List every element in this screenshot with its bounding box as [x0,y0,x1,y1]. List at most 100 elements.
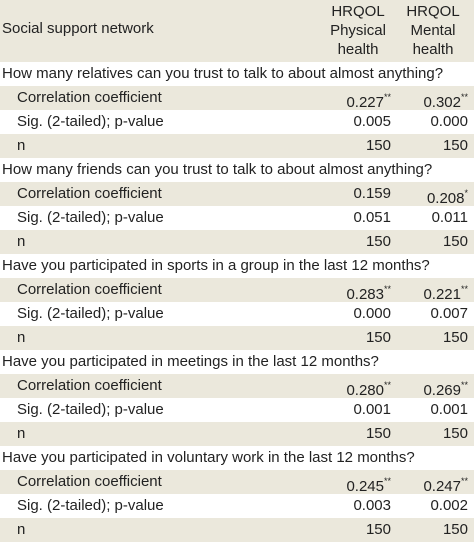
question: How many friends can you trust to talk t… [2,161,433,178]
row-label: Sig. (2-tailed); p-value [17,209,164,226]
significance-mark: * [464,188,468,198]
cell-value: 0.007 [430,305,468,322]
data-row: n 150 150 [0,326,474,350]
cell-value: 150 [442,329,468,346]
cell: 0.001 [353,398,391,422]
cell: 150 [443,422,468,446]
data-row: n 150 150 [0,230,474,254]
data-row: Sig. (2-tailed); p-value 0.001 0.001 [0,398,474,422]
significance-mark: ** [460,476,468,486]
section-row: How many friends can you trust to talk t… [0,158,474,182]
header-label: Social support network [2,20,154,37]
cell: 0.051 [353,206,391,230]
section-row: Have you participated in sports in a gro… [0,254,474,278]
row-label: n [17,233,26,250]
cell: 150 [443,518,468,542]
row-label: Correlation coefficient [17,89,162,106]
cell-value: 150 [442,233,468,250]
cell: 0.302** [423,86,468,115]
cell-value: 0.011 [431,209,468,226]
cell: 0.000 [353,302,391,326]
cell-value: 150 [442,137,468,154]
column-header: HRQOL [406,3,460,20]
row-label: Correlation coefficient [17,473,162,490]
cell: 0.002 [430,494,468,518]
cell-value: 0.051 [353,209,391,226]
column-header: health [337,41,379,58]
cell: 150 [443,326,468,350]
cell-value: 0.283 [346,286,384,303]
cell-value: 0.245 [346,478,384,495]
significance-mark: ** [460,92,468,102]
cell-value: 150 [442,425,468,442]
cell-value: 0.159 [353,185,391,202]
column-header: Mental [410,22,456,39]
cell-value: 150 [365,233,391,250]
data-row: Sig. (2-tailed); p-value 0.005 0.000 [0,110,474,134]
significance-mark: ** [383,284,391,294]
cell: 150 [366,422,391,446]
column-header: Physical [330,22,386,39]
cell-value: 0.221 [423,286,461,303]
cell: 0.159 [353,182,391,206]
data-row: Correlation coefficient 0.283** 0.221** [0,278,474,303]
cell: 0.269** [423,374,468,403]
cell-value: 0.247 [423,478,461,495]
cell-value: 0.005 [353,113,391,130]
cell-value: 0.227 [346,94,384,111]
cell: 150 [443,134,468,158]
cell: 0.005 [353,110,391,134]
cell: 0.003 [353,494,391,518]
cell-value: 0.002 [430,497,468,514]
row-label: n [17,521,26,538]
cell: 150 [366,518,391,542]
cell-value: 150 [365,329,391,346]
row-label: n [17,137,26,154]
cell: 0.280** [346,374,391,403]
question: Have you participated in sports in a gro… [2,257,430,274]
question: Have you participated in meetings in the… [2,353,379,370]
cell: 0.011 [432,206,468,230]
data-row: Correlation coefficient 0.280** 0.269** [0,374,474,399]
row-label: Correlation coefficient [17,281,162,298]
row-label: Sig. (2-tailed); p-value [17,401,164,418]
cell: 0.221** [423,278,468,307]
data-row: Sig. (2-tailed); p-value 0.003 0.002 [0,494,474,518]
column-header: health [412,41,454,58]
row-label: Sig. (2-tailed); p-value [17,497,164,514]
cell-value: 0.280 [346,382,384,399]
cell-value: 0.001 [430,401,468,418]
data-row: Sig. (2-tailed); p-value 0.000 0.007 [0,302,474,326]
cell: 150 [366,134,391,158]
significance-mark: ** [460,380,468,390]
significance-mark: ** [383,92,391,102]
data-row: Sig. (2-tailed); p-value 0.051 0.011 [0,206,474,230]
cell-value: 0.208 [426,190,465,207]
data-row: n 150 150 [0,422,474,446]
cell: 0.245** [346,470,391,499]
data-row: Correlation coefficient 0.159 0.208* [0,182,474,207]
cell: 0.247** [423,470,468,499]
significance-mark: ** [383,476,391,486]
section-row: Have you participated in meetings in the… [0,350,474,374]
cell: 150 [443,230,468,254]
data-row: n 150 150 [0,518,474,542]
header: Social support network HRQOL Physical heal… [0,0,474,62]
significance-mark: ** [383,380,391,390]
question: Have you participated in voluntary work … [2,449,415,466]
cell-value: 150 [442,521,468,538]
cell: 150 [366,230,391,254]
cell-value: 0.000 [353,305,391,322]
cell: 0.001 [430,398,468,422]
cell: 0.007 [430,302,468,326]
cell-value: 0.001 [353,401,391,418]
section-row: How many relatives can you trust to talk… [0,62,474,86]
row-label: n [17,329,26,346]
cell-value: 0.302 [423,94,461,111]
cell-value: 0.003 [353,497,391,514]
cell-value: 0.000 [430,113,468,130]
cell-value: 0.269 [423,382,461,399]
cell-value: 150 [365,425,391,442]
data-row: Correlation coefficient 0.227** 0.302** [0,86,474,111]
